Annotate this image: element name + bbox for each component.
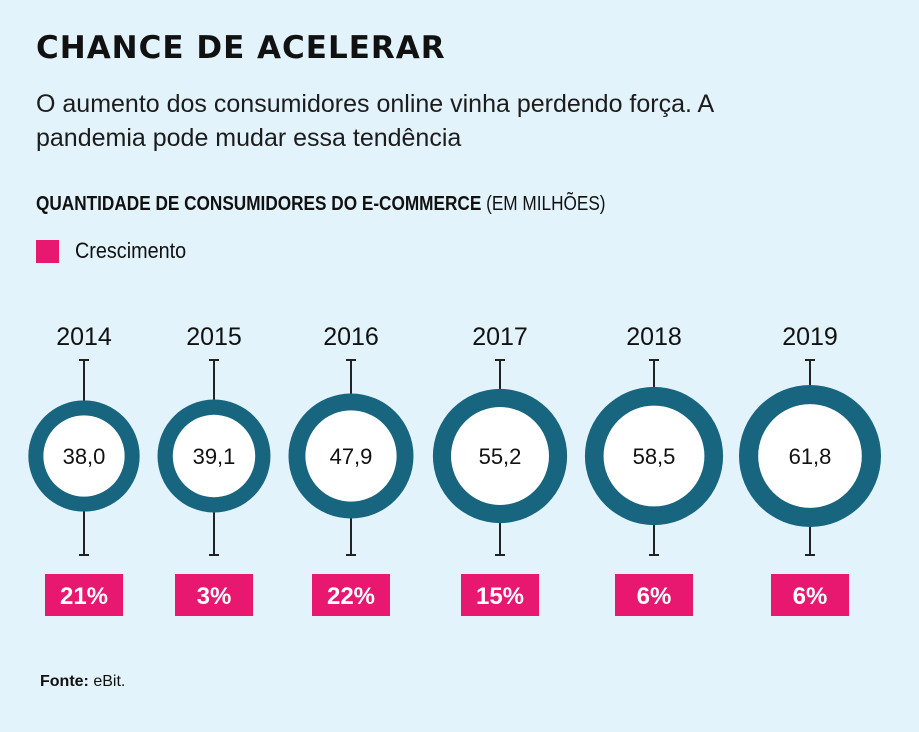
year-label: 2015 bbox=[186, 323, 242, 351]
value-label: 55,2 bbox=[479, 444, 522, 469]
growth-label: 3% bbox=[197, 583, 232, 610]
bubble-inner bbox=[451, 407, 549, 505]
growth-label: 6% bbox=[637, 583, 672, 610]
growth-label: 6% bbox=[793, 583, 828, 610]
growth-box bbox=[312, 574, 390, 616]
bubble-inner bbox=[172, 414, 256, 498]
source-note: Fonte: eBit. bbox=[40, 673, 125, 691]
bubble-inner bbox=[758, 404, 862, 508]
chart-title: CHANCE DE ACELERAR bbox=[36, 30, 446, 66]
chart-subtitle: O aumento dos consumidores online vinha … bbox=[36, 90, 713, 152]
growth-box bbox=[175, 574, 253, 616]
legend-swatch-growth bbox=[36, 239, 59, 263]
year-label: 2016 bbox=[323, 323, 379, 351]
bubble-inner bbox=[43, 415, 125, 497]
growth-box bbox=[45, 574, 123, 616]
year-label: 2017 bbox=[472, 323, 528, 351]
bubble-inner bbox=[305, 410, 397, 502]
value-label: 47,9 bbox=[330, 444, 373, 469]
growth-label: 15% bbox=[476, 583, 524, 610]
year-label: 2014 bbox=[56, 323, 112, 351]
growth-box bbox=[615, 574, 693, 616]
growth-box bbox=[771, 574, 849, 616]
chart-heading-main: QUANTIDADE DE CONSUMIDORES DO E-COMMERCE bbox=[36, 193, 482, 215]
chart-heading: QUANTIDADE DE CONSUMIDORES DO E-COMMERCE… bbox=[36, 193, 606, 216]
source-label: Fonte: bbox=[40, 673, 89, 690]
value-label: 39,1 bbox=[193, 444, 236, 469]
value-label: 58,5 bbox=[633, 444, 676, 469]
growth-box bbox=[461, 574, 539, 616]
chart-heading-unit: (EM MILHÕES) bbox=[486, 193, 606, 215]
bubble-inner bbox=[603, 405, 705, 507]
growth-label: 22% bbox=[327, 583, 375, 610]
source-text: eBit. bbox=[93, 673, 126, 690]
value-label: 61,8 bbox=[789, 444, 832, 469]
growth-label: 21% bbox=[60, 583, 108, 610]
legend: Crescimento bbox=[36, 238, 198, 264]
year-label: 2019 bbox=[782, 323, 838, 351]
value-label: 38,0 bbox=[63, 444, 106, 469]
year-label: 2018 bbox=[626, 323, 682, 351]
legend-label-growth: Crescimento bbox=[75, 238, 187, 263]
